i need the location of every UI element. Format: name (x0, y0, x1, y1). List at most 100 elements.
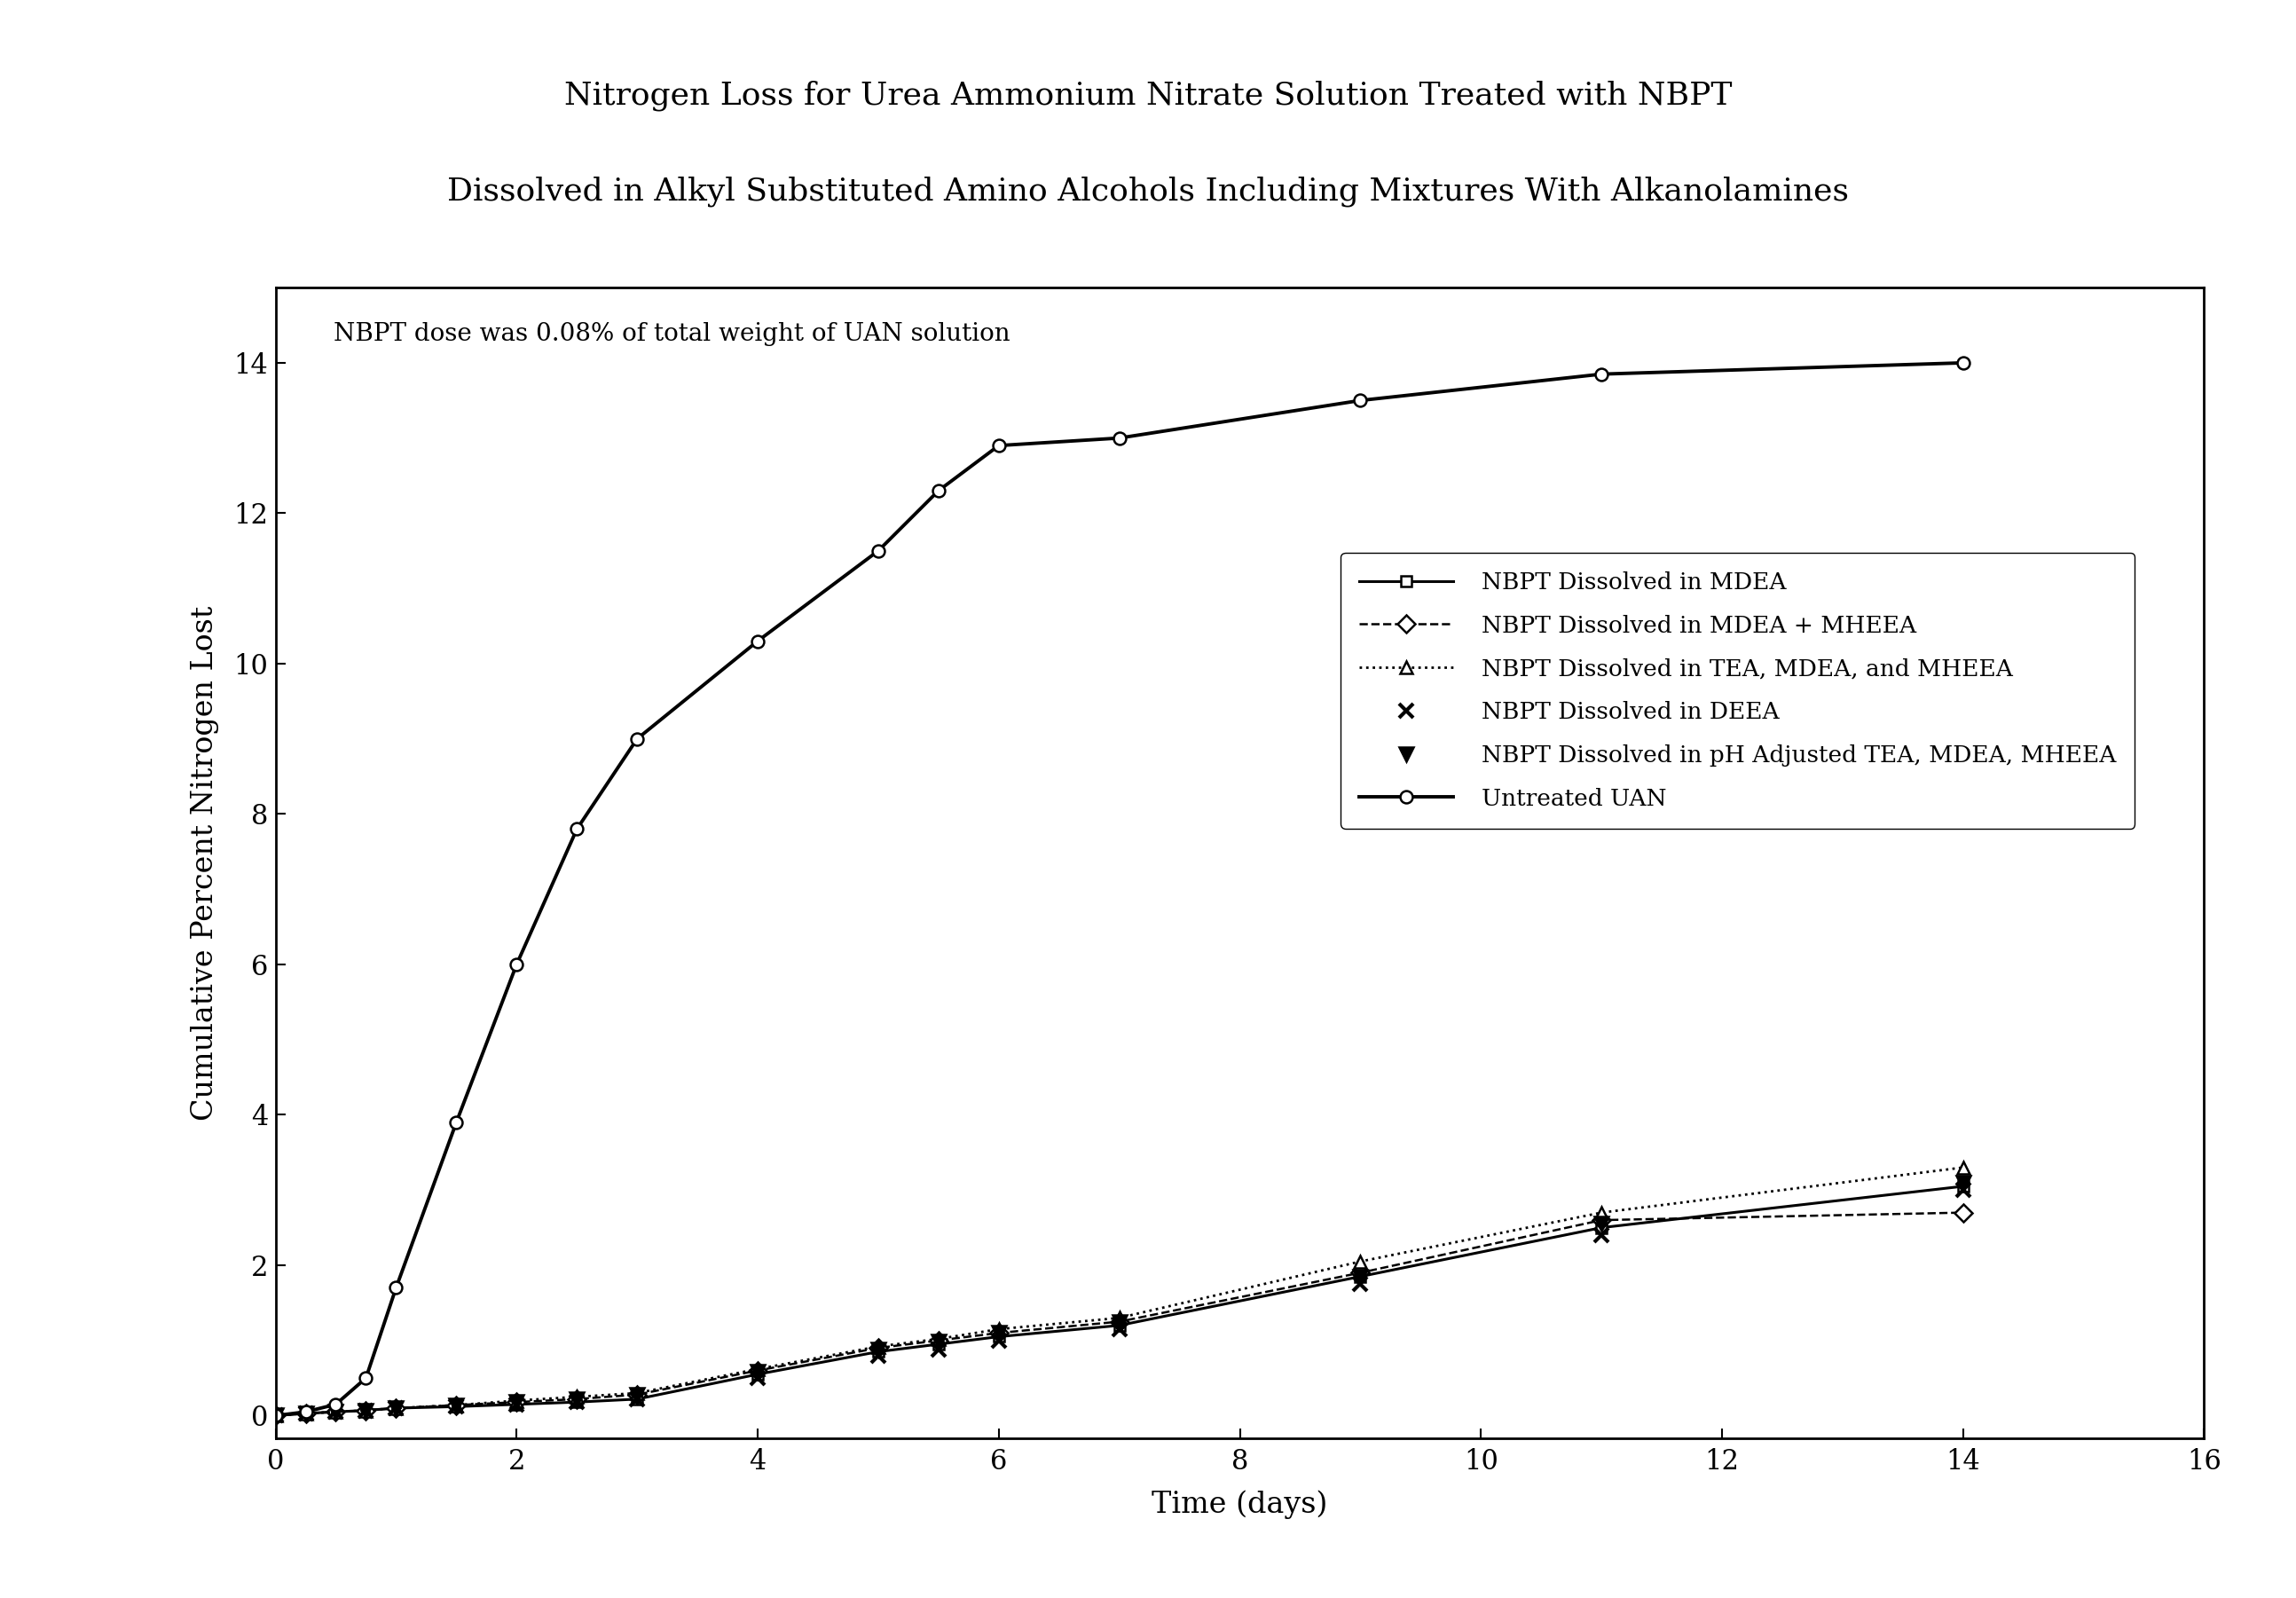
NBPT Dissolved in pH Adjusted TEA, MDEA, MHEEA (292, 1403, 319, 1422)
NBPT Dissolved in MDEA + MHEEA (503, 1392, 530, 1411)
NBPT Dissolved in MDEA (1949, 1176, 1977, 1195)
NBPT Dissolved in MDEA (1345, 1267, 1373, 1286)
NBPT Dissolved in MDEA (321, 1403, 349, 1422)
NBPT Dissolved in DEEA (563, 1392, 590, 1411)
NBPT Dissolved in TEA, MDEA, and MHEEA (321, 1403, 349, 1422)
X-axis label: Time (days): Time (days) (1153, 1491, 1327, 1520)
NBPT Dissolved in TEA, MDEA, and MHEEA (563, 1387, 590, 1406)
NBPT Dissolved in MDEA (262, 1406, 289, 1425)
NBPT Dissolved in DEEA (863, 1346, 891, 1365)
NBPT Dissolved in MDEA (1107, 1315, 1134, 1334)
NBPT Dissolved in MDEA + MHEEA (563, 1390, 590, 1409)
NBPT Dissolved in DEEA (744, 1368, 771, 1387)
NBPT Dissolved in pH Adjusted TEA, MDEA, MHEEA (625, 1385, 652, 1405)
Line: NBPT Dissolved in pH Adjusted TEA, MDEA, MHEEA: NBPT Dissolved in pH Adjusted TEA, MDEA,… (269, 1176, 1970, 1422)
NBPT Dissolved in TEA, MDEA, and MHEEA (1107, 1309, 1134, 1328)
Text: Nitrogen Loss for Urea Ammonium Nitrate Solution Treated with NBPT: Nitrogen Loss for Urea Ammonium Nitrate … (565, 80, 1731, 112)
NBPT Dissolved in TEA, MDEA, and MHEEA (863, 1338, 891, 1357)
NBPT Dissolved in DEEA (321, 1403, 349, 1422)
Legend: NBPT Dissolved in MDEA, NBPT Dissolved in MDEA + MHEEA, NBPT Dissolved in TEA, M: NBPT Dissolved in MDEA, NBPT Dissolved i… (1341, 553, 2135, 828)
NBPT Dissolved in TEA, MDEA, and MHEEA (1949, 1159, 1977, 1178)
Untreated UAN (744, 631, 771, 650)
NBPT Dissolved in DEEA (1345, 1275, 1373, 1294)
Untreated UAN (1345, 392, 1373, 411)
NBPT Dissolved in DEEA (985, 1331, 1013, 1350)
NBPT Dissolved in pH Adjusted TEA, MDEA, MHEEA (1949, 1173, 1977, 1192)
NBPT Dissolved in MDEA + MHEEA (1949, 1203, 1977, 1222)
NBPT Dissolved in MDEA + MHEEA (443, 1395, 471, 1414)
NBPT Dissolved in TEA, MDEA, and MHEEA (985, 1320, 1013, 1339)
NBPT Dissolved in MDEA (292, 1403, 319, 1422)
NBPT Dissolved in pH Adjusted TEA, MDEA, MHEEA (925, 1333, 953, 1352)
NBPT Dissolved in MDEA + MHEEA (625, 1385, 652, 1405)
Untreated UAN (925, 481, 953, 500)
NBPT Dissolved in pH Adjusted TEA, MDEA, MHEEA (744, 1363, 771, 1382)
NBPT Dissolved in pH Adjusted TEA, MDEA, MHEEA (563, 1390, 590, 1409)
NBPT Dissolved in TEA, MDEA, and MHEEA (503, 1390, 530, 1409)
Line: NBPT Dissolved in DEEA: NBPT Dissolved in DEEA (269, 1183, 1970, 1424)
NBPT Dissolved in MDEA (443, 1397, 471, 1416)
NBPT Dissolved in pH Adjusted TEA, MDEA, MHEEA (443, 1395, 471, 1414)
NBPT Dissolved in MDEA (351, 1401, 379, 1421)
NBPT Dissolved in DEEA (925, 1339, 953, 1358)
Line: NBPT Dissolved in TEA, MDEA, and MHEEA: NBPT Dissolved in TEA, MDEA, and MHEEA (269, 1162, 1970, 1422)
NBPT Dissolved in MDEA (563, 1392, 590, 1411)
NBPT Dissolved in pH Adjusted TEA, MDEA, MHEEA (503, 1392, 530, 1411)
NBPT Dissolved in TEA, MDEA, and MHEEA (381, 1398, 409, 1417)
NBPT Dissolved in MDEA + MHEEA (1589, 1211, 1616, 1230)
Text: Dissolved in Alkyl Substituted Amino Alcohols Including Mixtures With Alkanolami: Dissolved in Alkyl Substituted Amino Alc… (448, 176, 1848, 208)
NBPT Dissolved in pH Adjusted TEA, MDEA, MHEEA (381, 1398, 409, 1417)
NBPT Dissolved in pH Adjusted TEA, MDEA, MHEEA (1589, 1214, 1616, 1234)
NBPT Dissolved in TEA, MDEA, and MHEEA (351, 1401, 379, 1421)
Untreated UAN (381, 1278, 409, 1298)
NBPT Dissolved in TEA, MDEA, and MHEEA (292, 1403, 319, 1422)
NBPT Dissolved in TEA, MDEA, and MHEEA (925, 1330, 953, 1349)
NBPT Dissolved in pH Adjusted TEA, MDEA, MHEEA (1345, 1267, 1373, 1286)
Untreated UAN (1107, 428, 1134, 447)
NBPT Dissolved in TEA, MDEA, and MHEEA (625, 1384, 652, 1403)
NBPT Dissolved in TEA, MDEA, and MHEEA (1589, 1203, 1616, 1222)
Untreated UAN (262, 1406, 289, 1425)
NBPT Dissolved in DEEA (503, 1395, 530, 1414)
Untreated UAN (563, 820, 590, 839)
Text: NBPT dose was 0.08% of total weight of UAN solution: NBPT dose was 0.08% of total weight of U… (333, 323, 1010, 347)
NBPT Dissolved in pH Adjusted TEA, MDEA, MHEEA (985, 1323, 1013, 1342)
NBPT Dissolved in DEEA (1589, 1226, 1616, 1245)
Line: Untreated UAN: Untreated UAN (269, 356, 1970, 1422)
NBPT Dissolved in DEEA (1107, 1320, 1134, 1339)
NBPT Dissolved in pH Adjusted TEA, MDEA, MHEEA (262, 1406, 289, 1425)
NBPT Dissolved in MDEA + MHEEA (985, 1323, 1013, 1342)
NBPT Dissolved in DEEA (351, 1401, 379, 1421)
NBPT Dissolved in MDEA (863, 1342, 891, 1361)
Untreated UAN (1949, 353, 1977, 372)
NBPT Dissolved in MDEA (503, 1395, 530, 1414)
Untreated UAN (443, 1112, 471, 1131)
NBPT Dissolved in DEEA (1949, 1181, 1977, 1200)
NBPT Dissolved in MDEA + MHEEA (925, 1331, 953, 1350)
Untreated UAN (625, 729, 652, 748)
NBPT Dissolved in MDEA (925, 1334, 953, 1354)
Line: NBPT Dissolved in MDEA: NBPT Dissolved in MDEA (271, 1181, 1968, 1421)
Untreated UAN (351, 1368, 379, 1387)
NBPT Dissolved in DEEA (443, 1397, 471, 1416)
NBPT Dissolved in DEEA (292, 1403, 319, 1422)
Y-axis label: Cumulative Percent Nitrogen Lost: Cumulative Percent Nitrogen Lost (191, 606, 218, 1120)
NBPT Dissolved in MDEA + MHEEA (863, 1339, 891, 1358)
NBPT Dissolved in MDEA + MHEEA (744, 1361, 771, 1381)
NBPT Dissolved in DEEA (625, 1390, 652, 1409)
NBPT Dissolved in TEA, MDEA, and MHEEA (1345, 1251, 1373, 1270)
NBPT Dissolved in MDEA + MHEEA (262, 1406, 289, 1425)
NBPT Dissolved in MDEA + MHEEA (351, 1401, 379, 1421)
NBPT Dissolved in TEA, MDEA, and MHEEA (744, 1360, 771, 1379)
Untreated UAN (1589, 364, 1616, 384)
Untreated UAN (321, 1395, 349, 1414)
NBPT Dissolved in MDEA (1589, 1218, 1616, 1237)
NBPT Dissolved in pH Adjusted TEA, MDEA, MHEEA (351, 1401, 379, 1421)
NBPT Dissolved in DEEA (262, 1406, 289, 1425)
NBPT Dissolved in MDEA + MHEEA (381, 1398, 409, 1417)
NBPT Dissolved in MDEA (985, 1326, 1013, 1346)
Line: NBPT Dissolved in MDEA + MHEEA: NBPT Dissolved in MDEA + MHEEA (269, 1206, 1970, 1422)
NBPT Dissolved in pH Adjusted TEA, MDEA, MHEEA (321, 1403, 349, 1422)
NBPT Dissolved in TEA, MDEA, and MHEEA (262, 1406, 289, 1425)
NBPT Dissolved in MDEA + MHEEA (321, 1403, 349, 1422)
